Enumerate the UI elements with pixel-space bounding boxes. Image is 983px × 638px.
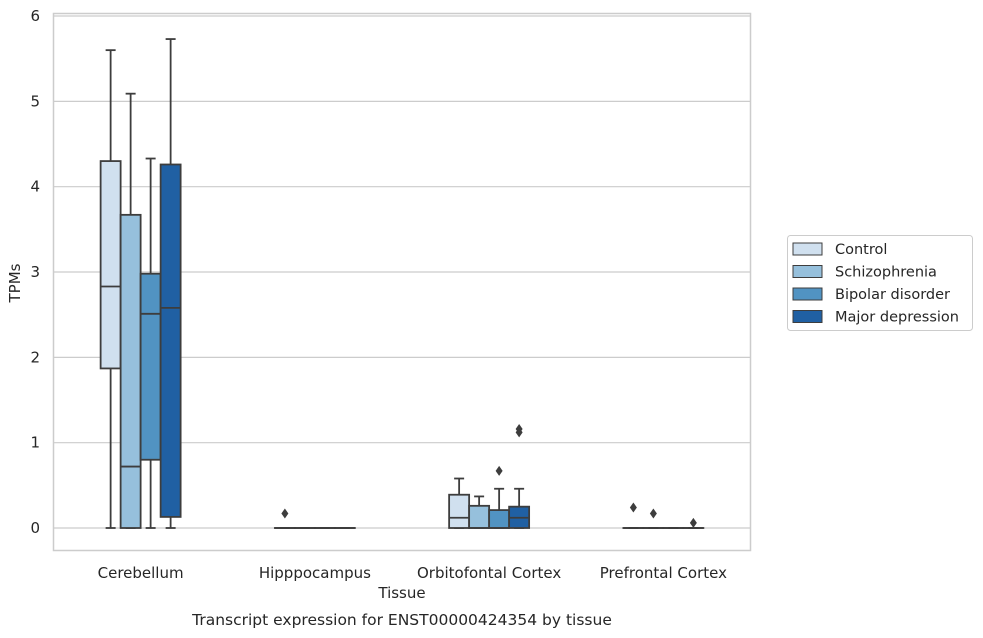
y-tick-label: 6 <box>30 7 40 25</box>
outlier-point <box>495 465 503 476</box>
legend: Control Schizophrenia Bipolar disorder Majo… <box>787 235 973 331</box>
x-tick-label: Hipppocampus <box>259 564 371 582</box>
box <box>488 465 511 529</box>
series-schizophrenia <box>119 92 665 529</box>
plot-area-frame <box>52 12 752 552</box>
series-major-depression <box>159 38 705 529</box>
box-body <box>139 272 162 461</box>
legend-swatch <box>792 242 823 256</box>
legend-label: Schizophrenia <box>835 265 937 281</box>
x-tick-label: Prefrontal Cortex <box>600 564 727 582</box>
box <box>139 157 162 529</box>
outlier-point <box>515 424 523 435</box>
box-body <box>488 509 511 529</box>
outlier-point <box>281 508 289 519</box>
series-control <box>99 49 645 529</box>
box-body <box>468 504 491 529</box>
legend-swatch <box>792 265 823 278</box>
y-tick-labels: 0 1 2 3 4 5 6 <box>30 7 40 537</box>
box <box>119 92 142 529</box>
legend-swatch <box>792 287 823 301</box>
legend-label: Control <box>835 242 887 258</box>
legend-label: Major depression <box>835 310 959 326</box>
y-tick-label: 0 <box>30 519 40 537</box>
box <box>159 38 182 529</box>
y-tick-label: 3 <box>30 263 40 281</box>
legend-swatch <box>792 310 823 323</box>
box <box>273 508 296 529</box>
chart-caption: Transcript expression for ENST0000042435… <box>191 611 612 629</box>
legend-frame <box>787 235 973 331</box>
y-axis-title: TPMs <box>6 263 24 303</box>
x-tick-label: Cerebellum <box>98 564 184 582</box>
box-body <box>99 160 122 370</box>
x-tick-label: Orbitofontal Cortex <box>417 564 561 582</box>
outlier-point <box>629 502 637 513</box>
box <box>682 517 705 529</box>
outlier-point <box>689 517 697 528</box>
box <box>622 502 645 529</box>
y-tick-label: 1 <box>30 434 40 452</box>
y-tick-label: 5 <box>30 92 40 110</box>
x-axis-title: Tissue <box>377 584 425 602</box>
box <box>468 495 491 529</box>
box <box>508 424 531 529</box>
y-tick-label: 4 <box>30 178 40 196</box>
box-series <box>99 38 705 529</box>
box-body <box>159 163 182 518</box>
outlier-point <box>649 508 657 519</box>
y-tick-label: 2 <box>30 348 40 366</box>
x-tick-labels: Cerebellum Hipppocampus Orbitofontal Corte… <box>98 564 727 582</box>
box <box>448 477 471 529</box>
series-bipolar-disorder <box>139 157 685 529</box>
box-body <box>119 213 142 529</box>
box-body <box>448 493 471 529</box>
box <box>99 49 122 529</box>
box <box>642 508 665 529</box>
legend-label: Bipolar disorder <box>835 287 950 303</box>
